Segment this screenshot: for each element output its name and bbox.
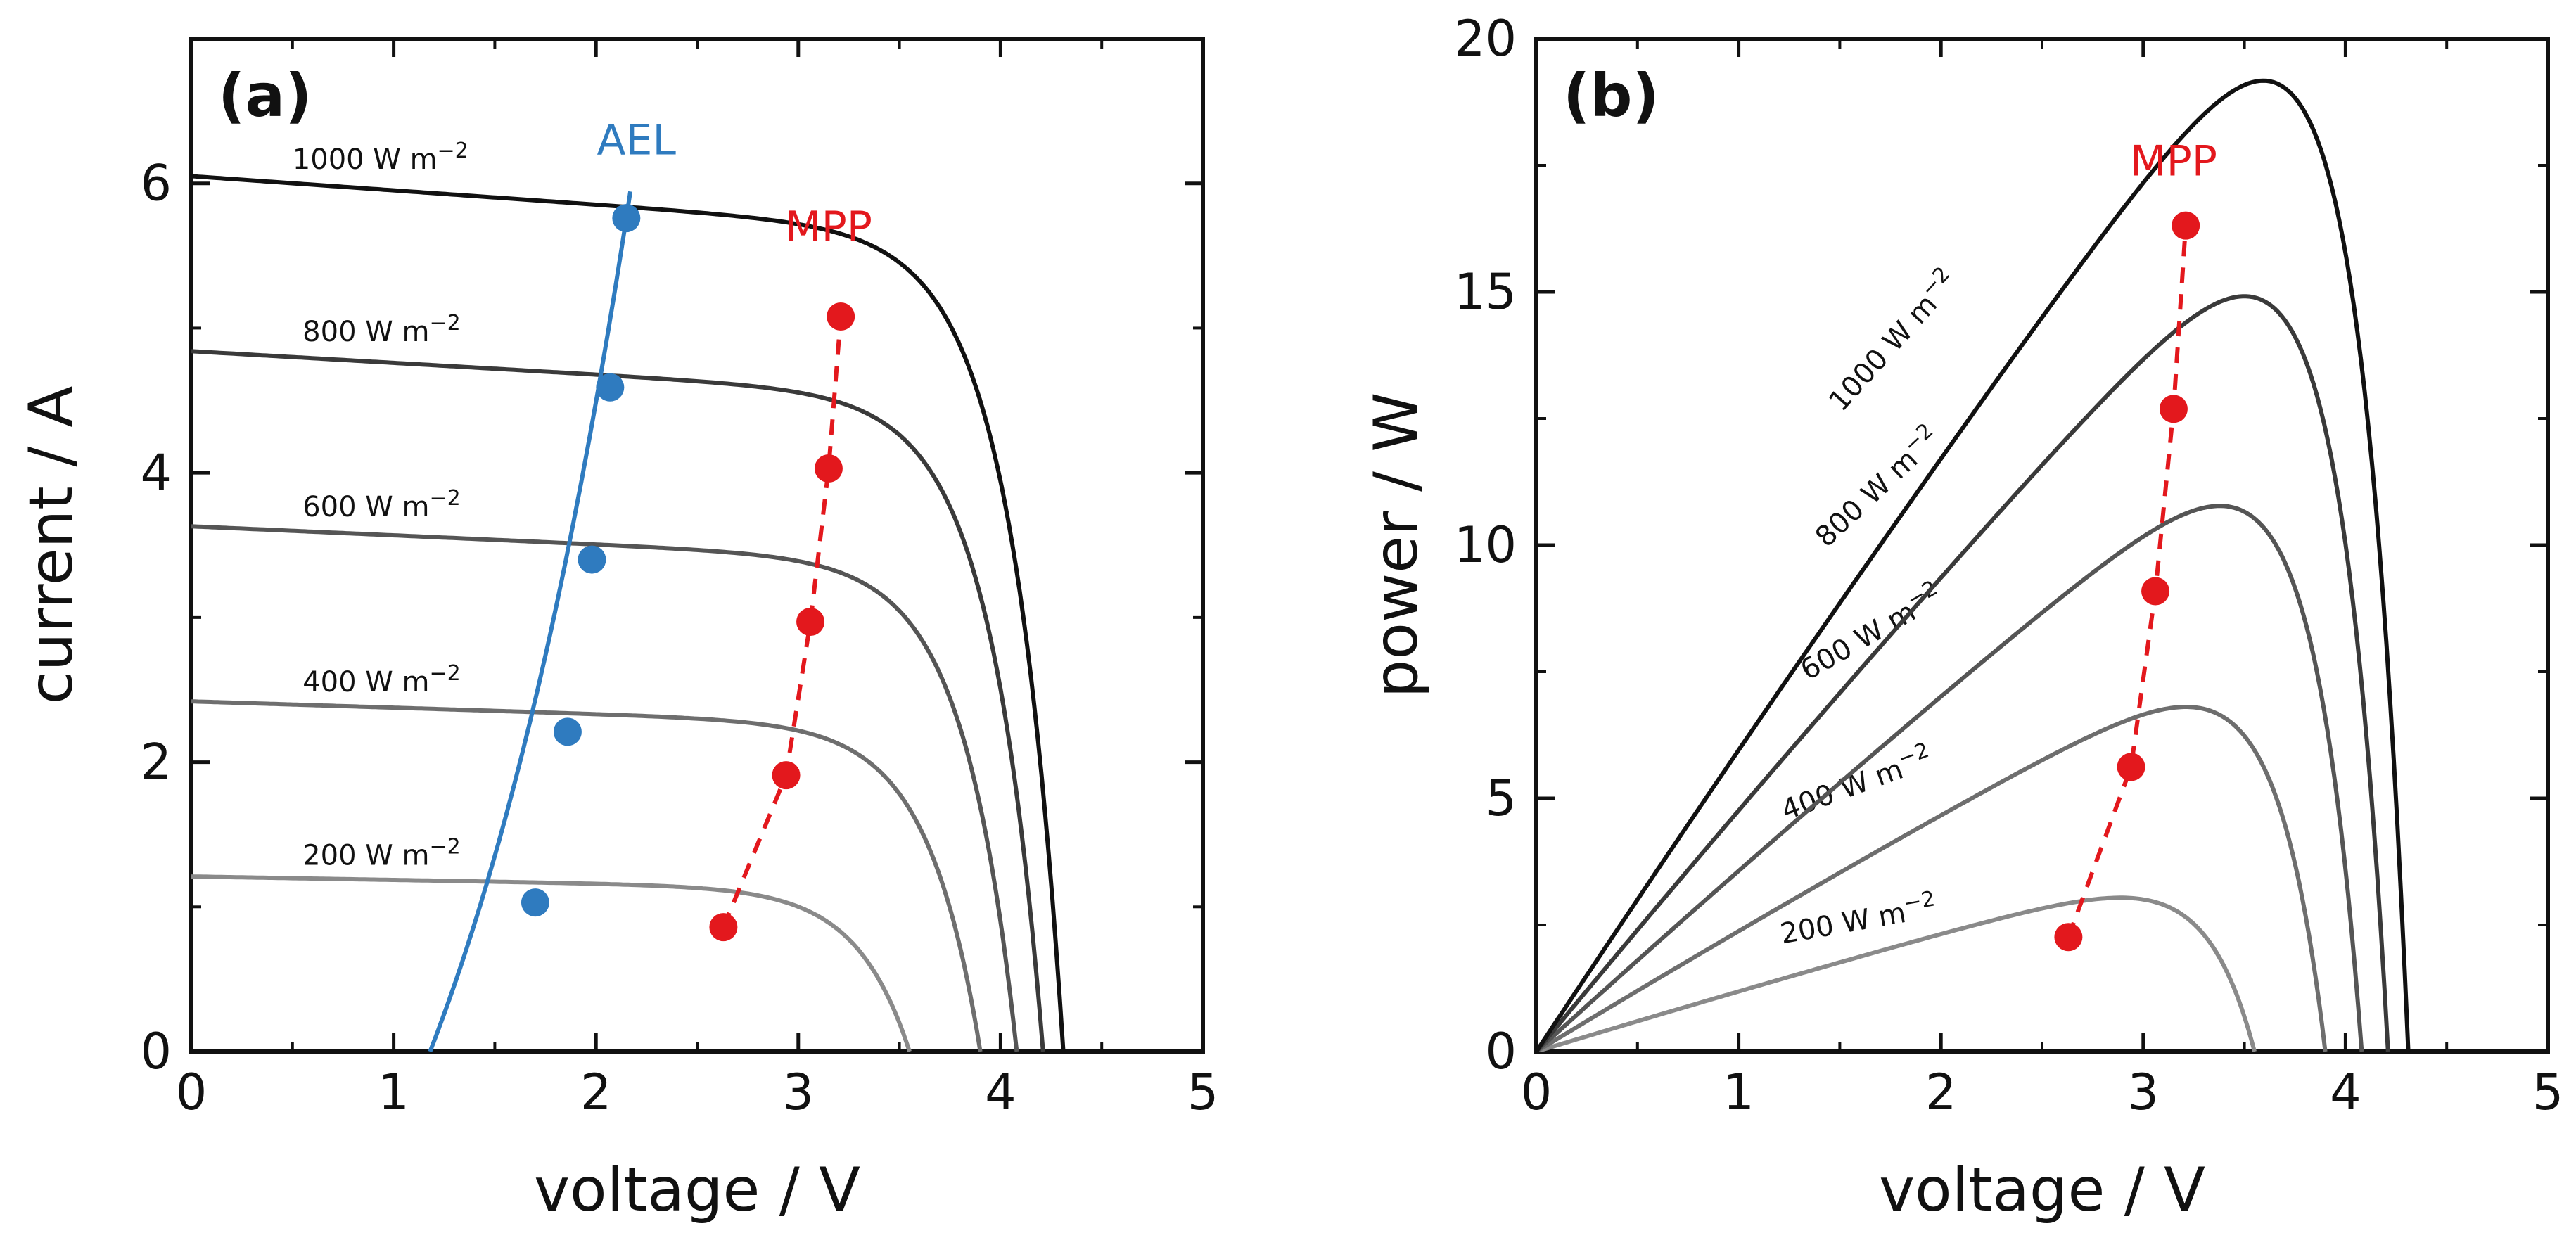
iv-curve-800 <box>191 349 1045 1052</box>
mpp-point <box>2172 211 2200 240</box>
curve-label-1000: 1000 W m−2 <box>293 139 468 176</box>
y-tick-label: 10 <box>1454 516 1517 574</box>
mpp-label: MPP <box>2130 136 2217 186</box>
x-tick-label: 5 <box>2532 1063 2564 1121</box>
x-tick-label: 3 <box>783 1063 815 1121</box>
y-tick-label: 15 <box>1454 263 1517 321</box>
y-tick-label: 4 <box>140 444 172 502</box>
curve-label-400: 400 W m−2 <box>1775 738 1937 827</box>
mpp-point <box>2159 395 2188 423</box>
curve-label-400: 400 W m−2 <box>302 661 461 698</box>
pv-curve-200 <box>1536 895 2257 1052</box>
x-tick-label: 5 <box>1187 1063 1219 1121</box>
x-tick-label: 0 <box>176 1063 208 1121</box>
curve-label-600: 600 W m−2 <box>302 486 461 523</box>
mpp-point <box>814 454 843 483</box>
y-axis-label: current / A <box>16 385 87 704</box>
x-tick-label: 4 <box>2330 1063 2361 1121</box>
iv-curve-600 <box>191 524 1019 1052</box>
pv-curve-600 <box>1536 504 2364 1052</box>
x-axis-label: voltage / V <box>1879 1155 2205 1225</box>
y-tick-label: 6 <box>140 155 172 212</box>
mpp-label: MPP <box>785 203 872 252</box>
panel-a: 0 1 2 3 4 5 0 2 4 6 voltage / V current / A (a) 200 W… <box>16 37 1219 1225</box>
plot-frame <box>1534 37 2550 1054</box>
mpp-point <box>2054 923 2083 952</box>
ael-point <box>596 373 625 402</box>
ael-point <box>553 717 582 746</box>
y-tick-label: 0 <box>1485 1023 1517 1080</box>
iv-curve-200 <box>191 874 912 1052</box>
x-tick-label: 1 <box>1723 1063 1754 1121</box>
pv-curve-800 <box>1536 294 2390 1052</box>
panel-label: (b) <box>1563 61 1659 130</box>
mpp-line <box>721 316 843 928</box>
ael-label: AEL <box>597 116 677 165</box>
x-tick-label: 1 <box>378 1063 409 1121</box>
mpp-point <box>709 913 738 942</box>
x-tick-label: 2 <box>1925 1063 1957 1121</box>
curve-label-800: 800 W m−2 <box>1806 419 1946 554</box>
curve-label-1000: 1000 W m−2 <box>1819 262 1965 418</box>
y-tick-label: 5 <box>1485 769 1517 827</box>
x-tick-label: 0 <box>1521 1063 1552 1121</box>
mpp-point <box>796 608 825 637</box>
x-tick-label: 3 <box>2128 1063 2160 1121</box>
pv-curve-400 <box>1536 705 2328 1052</box>
mpp-line <box>2066 225 2188 938</box>
x-tick-label: 2 <box>580 1063 612 1121</box>
curve-label-800: 800 W m−2 <box>302 311 461 348</box>
ael-point <box>612 204 641 233</box>
y-tick-label: 2 <box>140 734 172 791</box>
mpp-point <box>2141 577 2170 606</box>
ael-point <box>521 888 549 917</box>
curve-label-200: 200 W m−2 <box>302 835 461 872</box>
pv-curve-1000 <box>1536 78 2411 1052</box>
mpp-point <box>772 761 801 790</box>
ael-point <box>578 545 606 574</box>
y-tick-label: 0 <box>140 1023 172 1080</box>
curve-label-600: 600 W m−2 <box>1792 575 1948 686</box>
ael-curve <box>428 191 633 1053</box>
y-axis-label: power / W <box>1361 392 1432 698</box>
mpp-point <box>827 302 855 331</box>
iv-curve-400 <box>191 699 983 1052</box>
y-tick-label: 20 <box>1454 10 1517 68</box>
x-tick-label: 4 <box>985 1063 1016 1121</box>
panel-label: (a) <box>218 61 312 130</box>
iv-curve-1000 <box>191 174 1066 1052</box>
x-axis-label: voltage / V <box>534 1155 860 1225</box>
mpp-point <box>2117 753 2145 781</box>
